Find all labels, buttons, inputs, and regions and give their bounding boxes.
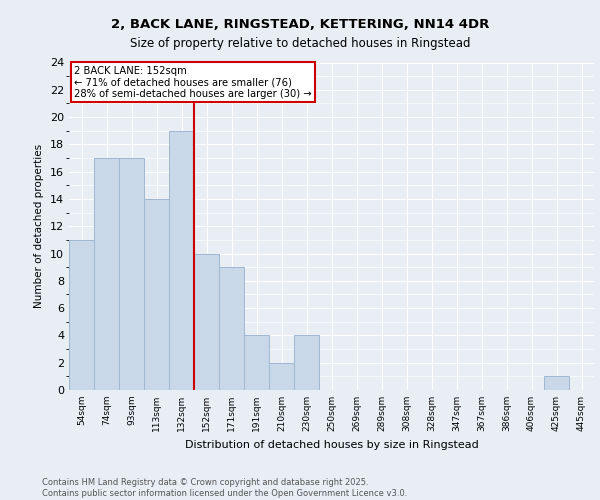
Y-axis label: Number of detached properties: Number of detached properties [34,144,44,308]
Text: 2, BACK LANE, RINGSTEAD, KETTERING, NN14 4DR: 2, BACK LANE, RINGSTEAD, KETTERING, NN14… [111,18,489,30]
Bar [144,199,169,390]
Bar [244,336,269,390]
Text: 2 BACK LANE: 152sqm
← 71% of detached houses are smaller (76)
28% of semi-detach: 2 BACK LANE: 152sqm ← 71% of detached ho… [74,66,312,99]
Bar [69,240,94,390]
Text: Size of property relative to detached houses in Ringstead: Size of property relative to detached ho… [130,38,470,51]
Text: Contains HM Land Registry data © Crown copyright and database right 2025.
Contai: Contains HM Land Registry data © Crown c… [42,478,407,498]
X-axis label: Distribution of detached houses by size in Ringstead: Distribution of detached houses by size … [185,440,478,450]
Bar [294,336,319,390]
Bar [544,376,569,390]
Bar [194,254,219,390]
Bar [219,267,244,390]
Bar [119,158,144,390]
Bar [269,362,294,390]
Bar [169,130,194,390]
Bar [94,158,119,390]
